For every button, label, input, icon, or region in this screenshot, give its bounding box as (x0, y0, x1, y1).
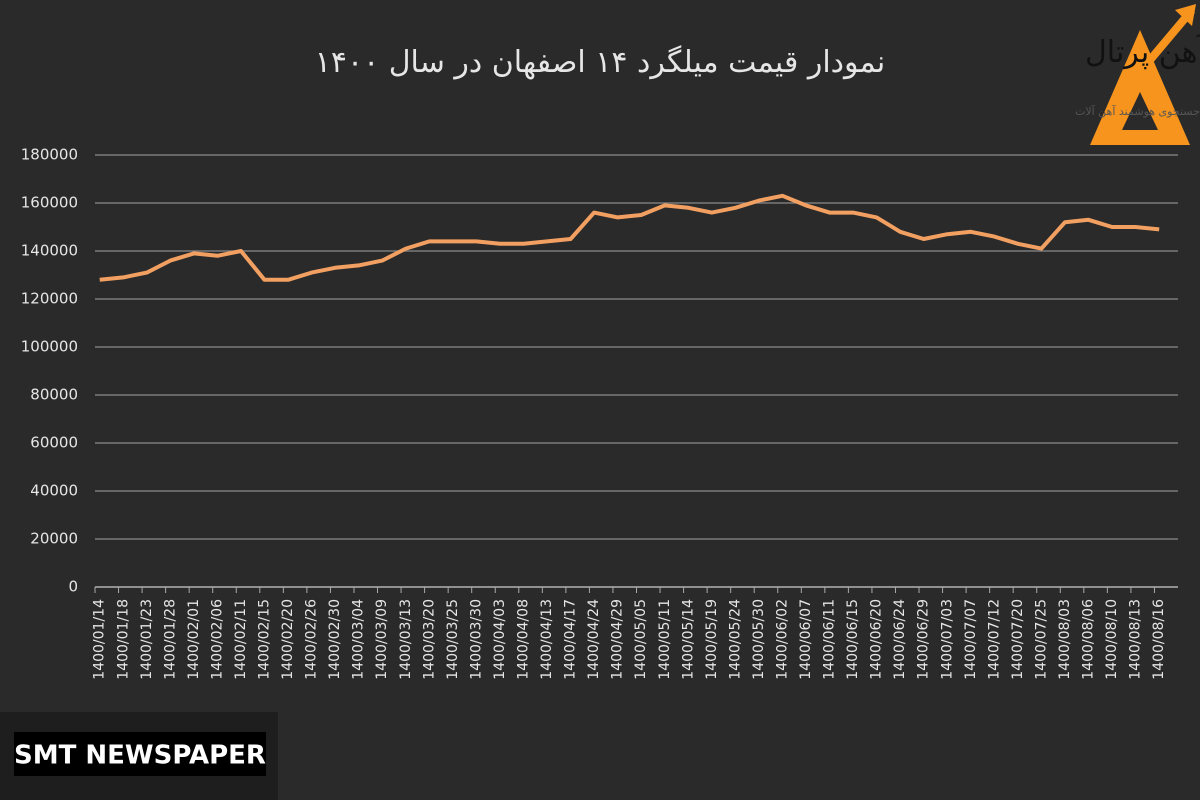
x-tick-label: 1400/05/05 (633, 599, 649, 680)
x-tick-label: 1400/07/25 (1033, 599, 1049, 680)
y-tick-label: 160000 (21, 194, 78, 212)
x-tick-label: 1400/02/30 (327, 599, 343, 680)
x-tick-label: 1400/04/24 (586, 599, 602, 680)
x-tick-label: 1400/04/13 (539, 599, 555, 680)
x-tick-label: 1400/06/24 (892, 599, 908, 680)
x-tick-label: 1400/06/02 (774, 599, 790, 680)
x-tick-label: 1400/02/06 (209, 599, 225, 680)
x-tick-label: 1400/03/09 (374, 599, 390, 680)
x-tick-label: 1400/02/26 (304, 599, 320, 680)
x-tick-label: 1400/03/13 (398, 599, 414, 680)
x-tick-label: 1400/05/24 (727, 599, 743, 680)
x-tick-label: 1400/04/08 (515, 599, 531, 680)
x-tick-label: 1400/01/23 (139, 599, 155, 680)
y-tick-label: 0 (68, 578, 78, 596)
x-tick-label: 1400/02/11 (233, 599, 249, 680)
x-tick-label: 1400/04/17 (563, 599, 579, 680)
x-tick-label: 1400/05/11 (657, 599, 673, 680)
chart-title: نمودار قیمت میلگرد ۱۴ اصفهان در سال ۱۴۰۰ (315, 45, 885, 80)
x-tick-label: 1400/05/19 (704, 599, 720, 680)
x-tick-label: 1400/08/10 (1104, 599, 1120, 680)
x-tick-label: 1400/07/07 (963, 599, 979, 680)
x-tick-label: 1400/03/25 (445, 599, 461, 680)
x-tick-label: 1400/07/12 (986, 599, 1002, 680)
x-tick-label: 1400/07/20 (1010, 599, 1026, 680)
x-tick-label: 1400/03/30 (468, 599, 484, 680)
logo: آهن پرتال جستجوی هوشمند آهن آلات (1075, 4, 1200, 145)
x-tick-label: 1400/06/11 (822, 599, 838, 680)
x-tick-label: 1400/06/15 (845, 599, 861, 680)
x-tick-label: 1400/05/14 (680, 599, 696, 680)
y-tick-label: 180000 (21, 146, 78, 164)
logo-name: آهن پرتال (1085, 34, 1200, 70)
x-tick-label: 1400/04/29 (610, 599, 626, 680)
logo-icon-cut (1122, 92, 1158, 130)
x-tick-label: 1400/06/07 (798, 599, 814, 680)
logo-icon (1090, 30, 1190, 145)
y-tick-label: 40000 (30, 482, 78, 500)
x-tick-label: 1400/01/28 (162, 599, 178, 680)
logo-arrow-head (1175, 4, 1196, 26)
x-tick-label: 1400/08/03 (1057, 599, 1073, 680)
y-tick-label: 60000 (30, 434, 78, 452)
x-tick-label: 1400/08/16 (1151, 599, 1167, 680)
x-tick-label: 1400/03/04 (351, 599, 367, 680)
y-tick-label: 20000 (30, 530, 78, 548)
x-tick-label: 1400/03/20 (421, 599, 437, 680)
x-tick-label: 1400/02/01 (186, 599, 202, 680)
x-tick-label: 1400/06/20 (869, 599, 885, 680)
x-tick-label: 1400/04/03 (492, 599, 508, 680)
y-tick-label: 120000 (21, 290, 78, 308)
line-series (99, 193, 1160, 282)
x-tick-label: 1400/08/13 (1128, 599, 1144, 680)
watermark-bg (14, 732, 266, 776)
x-tick-label: 1400/01/18 (115, 599, 131, 680)
x-tick-label: 1400/08/06 (1081, 599, 1097, 680)
y-tick-label: 100000 (21, 338, 78, 356)
x-tick-label: 1400/01/14 (92, 599, 108, 680)
x-tick-label: 1400/02/20 (280, 599, 296, 680)
y-tick-label: 80000 (30, 386, 78, 404)
x-tick-label: 1400/07/03 (939, 599, 955, 680)
x-tick-label: 1400/02/15 (257, 599, 273, 680)
watermark: SMT NEWSPAPER (14, 741, 266, 771)
logo-tagline: جستجوی هوشمند آهن آلات (1075, 104, 1200, 118)
x-tick-label: 1400/05/30 (751, 599, 767, 680)
x-tick-label: 1400/06/29 (916, 599, 932, 680)
y-tick-label: 140000 (21, 242, 78, 260)
